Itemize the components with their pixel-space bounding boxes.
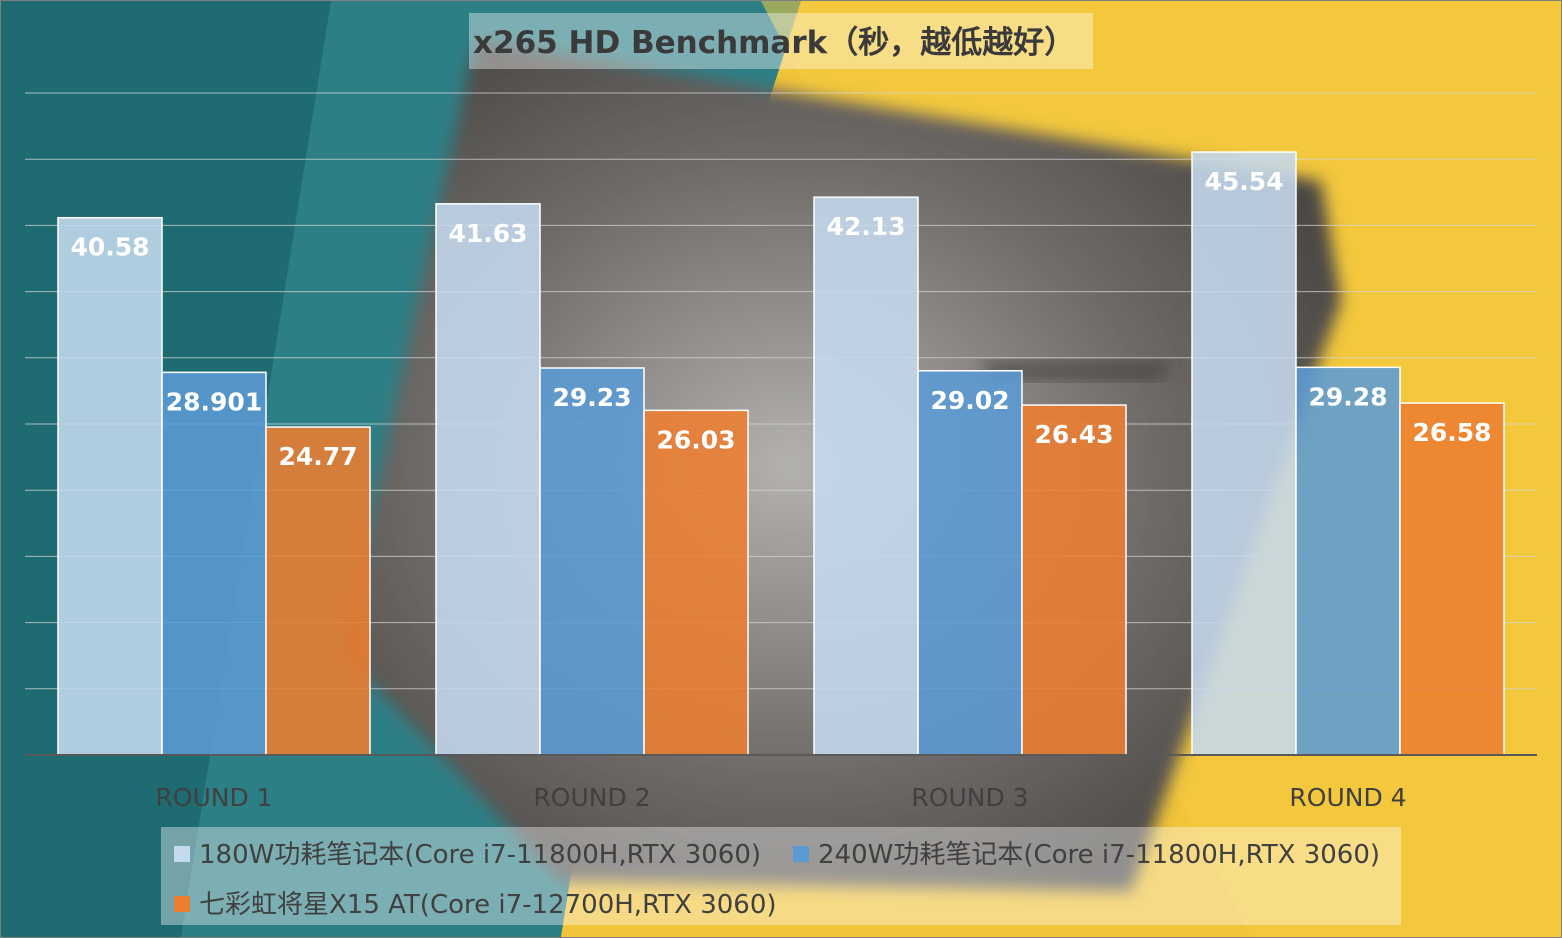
data-label-series2-round-3: 29.02 — [930, 386, 1009, 415]
bar-series1-round-3 — [813, 196, 919, 756]
data-label-series2-round-2: 29.23 — [552, 383, 631, 412]
data-labels: 40.58 28.901 24.77 41.63 29.23 26.03 42.13 29.0… — [70, 167, 1491, 471]
legend-label-x15: 七彩虹将星X15 AT(Core i7-12700H,RTX 3060) — [199, 890, 777, 920]
data-label-series2-round-4: 29.28 — [1308, 382, 1387, 411]
legend-label-240w: 240W功耗笔记本(Core i7-11800H,RTX 3060) — [818, 840, 1380, 870]
data-label-series1-round-3: 42.13 — [826, 212, 905, 241]
bar-series1-round-2 — [435, 203, 541, 756]
legend-swatch-x15 — [174, 896, 190, 912]
bar-series3-round-4 — [1399, 402, 1505, 756]
bar-series3-round-3 — [1021, 404, 1127, 756]
category-label-round-4: ROUND 4 — [1289, 783, 1406, 812]
legend: 180W功耗笔记本(Core i7-11800H,RTX 3060) 240W功… — [161, 827, 1401, 925]
data-label-series3-round-2: 26.03 — [656, 425, 735, 454]
category-label-round-1: ROUND 1 — [155, 783, 272, 812]
category-label-round-2: ROUND 2 — [533, 783, 650, 812]
bar-series2-round-3 — [917, 370, 1023, 756]
data-label-series2-round-1: 28.901 — [166, 387, 262, 416]
bar-series2-round-2 — [539, 367, 645, 756]
title-background — [469, 13, 1093, 69]
data-label-series3-round-1: 24.77 — [278, 442, 357, 471]
data-label-series3-round-3: 26.43 — [1034, 420, 1113, 449]
legend-swatch-240w — [793, 846, 809, 862]
bar-series3-round-2 — [643, 409, 749, 756]
category-label-round-3: ROUND 3 — [911, 783, 1028, 812]
bars-group — [57, 151, 1505, 756]
bar-series1-round-4 — [1191, 151, 1297, 756]
legend-background — [161, 827, 1401, 925]
data-label-series3-round-4: 26.58 — [1412, 418, 1491, 447]
title-text: x265 HD Benchmark（秒，越低越好） — [473, 25, 1075, 61]
data-label-series1-round-2: 41.63 — [448, 219, 527, 248]
legend-swatch-180w — [174, 846, 190, 862]
chart-title: x265 HD Benchmark（秒，越低越好） — [469, 13, 1093, 69]
bar-series2-round-1 — [161, 371, 267, 756]
bar-series3-round-1 — [265, 426, 371, 756]
bar-series1-round-1 — [57, 216, 163, 756]
data-label-series1-round-4: 45.54 — [1204, 167, 1283, 196]
data-label-series1-round-1: 40.58 — [70, 233, 149, 262]
category-labels: ROUND 1 ROUND 2 ROUND 3 ROUND 4 — [155, 783, 1406, 812]
legend-label-180w: 180W功耗笔记本(Core i7-11800H,RTX 3060) — [199, 840, 761, 870]
bar-series2-round-4 — [1295, 366, 1401, 756]
